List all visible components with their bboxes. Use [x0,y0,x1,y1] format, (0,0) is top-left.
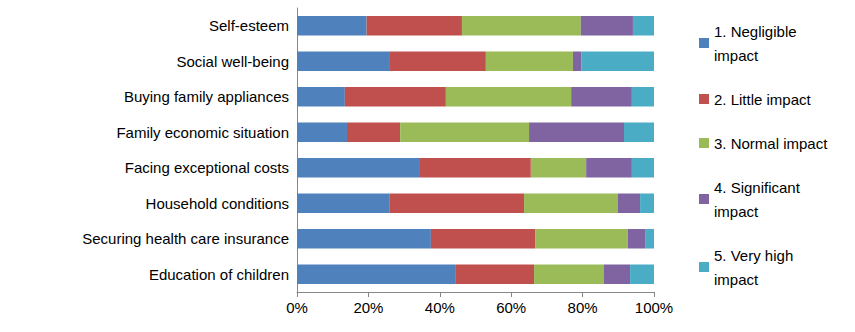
svg-text:1. Negligible: 1. Negligible [714,23,801,40]
svg-text:40%: 40% [425,299,455,316]
svg-text:Family economic situation: Family economic situation [116,124,289,141]
svg-text:impact: impact [714,47,759,64]
svg-text:impact: impact [714,203,759,220]
svg-text:60%: 60% [496,299,526,316]
svg-text:2. Little impact: 2. Little impact [714,91,812,108]
svg-text:20%: 20% [353,299,383,316]
svg-text:Buying family appliances: Buying family appliances [124,88,289,105]
svg-text:Self-esteem: Self-esteem [209,17,289,34]
svg-text:Household conditions: Household conditions [146,195,289,212]
svg-text:Social well-being: Social well-being [176,53,289,70]
svg-text:Education of children: Education of children [149,266,289,283]
svg-text:3. Normal impact: 3. Normal impact [714,135,828,152]
svg-text:impact: impact [714,271,759,288]
svg-text:80%: 80% [568,299,598,316]
svg-text:5. Very high: 5. Very high [714,247,797,264]
svg-text:Facing exceptional costs: Facing exceptional costs [125,159,289,176]
svg-text:100%: 100% [635,299,673,316]
svg-text:0%: 0% [286,299,308,316]
svg-text:Securing health care insurance: Securing health care insurance [82,230,289,247]
svg-text:4. Significant: 4. Significant [714,179,804,196]
